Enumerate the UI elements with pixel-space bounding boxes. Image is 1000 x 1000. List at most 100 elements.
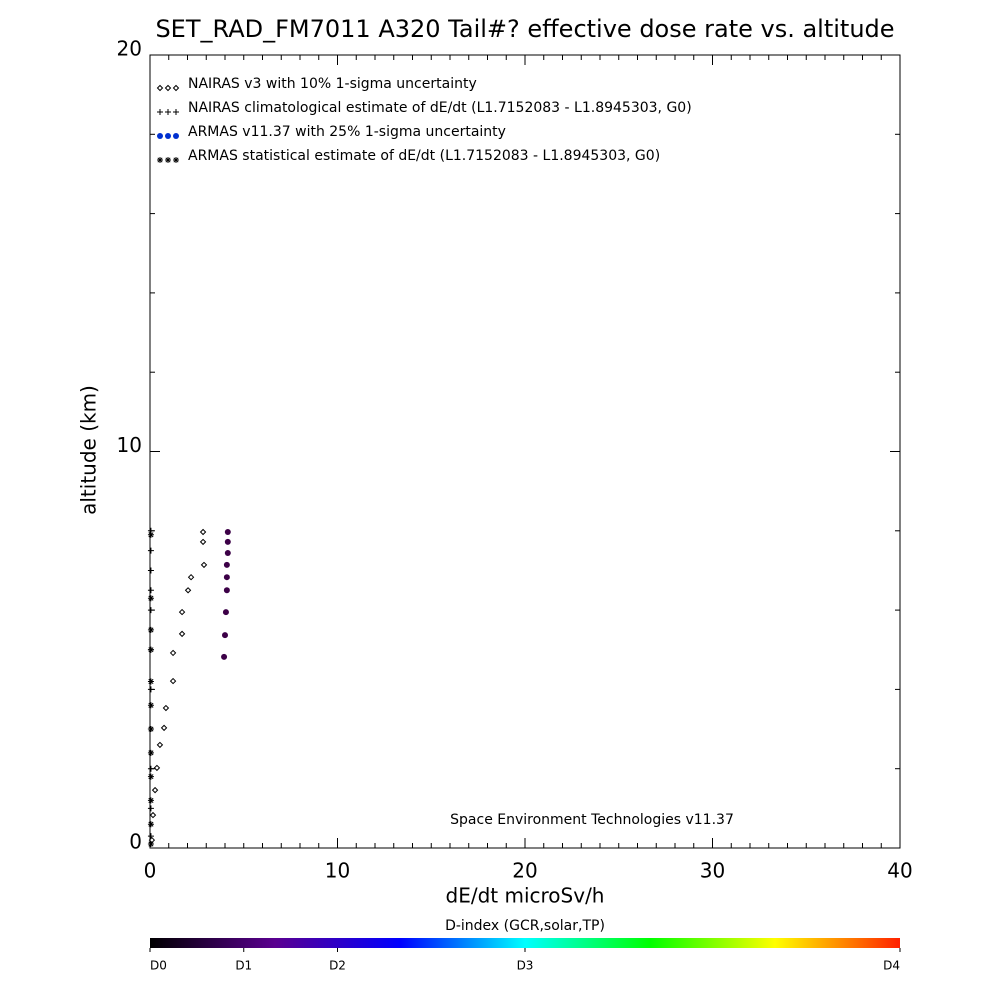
marker-shape — [156, 741, 164, 749]
marker-shape — [223, 587, 230, 594]
marker-shape — [162, 704, 170, 712]
data-point — [184, 587, 192, 594]
data-point — [147, 797, 154, 804]
marker-shape — [164, 84, 172, 92]
legend-marker — [157, 109, 163, 115]
data-point — [169, 649, 177, 657]
marker-shape — [223, 561, 230, 568]
marker-shape — [147, 773, 154, 780]
marker-shape — [173, 109, 179, 115]
marker-shape — [169, 677, 177, 685]
data-point — [147, 567, 154, 574]
marker-shape — [222, 609, 229, 616]
data-point — [147, 678, 154, 685]
marker-shape — [221, 653, 228, 660]
y-axis-label: altitude (km) — [77, 385, 101, 515]
x-axis-label: dE/dt microSv/h — [446, 884, 605, 908]
marker-shape — [147, 765, 154, 772]
data-point — [147, 773, 154, 780]
legend-label: ARMAS statistical estimate of dE/dt (L1.… — [188, 148, 660, 164]
legend-marker — [173, 109, 179, 115]
marker-shape — [173, 133, 179, 139]
data-point — [147, 587, 154, 594]
x-tick-label: 40 — [887, 859, 912, 883]
legend-label: ARMAS v11.37 with 25% 1-sigma uncertaint… — [188, 124, 506, 140]
plot-frame — [149, 54, 901, 849]
legend-marker — [173, 133, 179, 139]
marker-shape — [147, 821, 154, 828]
marker-shape — [157, 109, 163, 115]
legend-marker — [157, 133, 163, 139]
legend-marker — [165, 109, 171, 115]
marker-shape — [157, 133, 163, 139]
x-tick-label: 30 — [700, 859, 725, 883]
marker-shape — [172, 84, 180, 92]
marker-shape — [147, 678, 154, 685]
legend-marker — [156, 84, 164, 92]
legend-marker — [157, 157, 163, 163]
data-point — [147, 547, 154, 554]
colorbar-tick-label: D2 — [329, 959, 346, 973]
marker-shape — [224, 550, 231, 557]
marker-shape — [147, 531, 154, 538]
marker-shape — [165, 157, 171, 163]
data-point — [224, 528, 231, 535]
data-point — [149, 811, 157, 819]
marker-shape — [147, 595, 154, 602]
data-point — [178, 630, 186, 638]
data-point — [147, 726, 154, 733]
data-point — [169, 677, 177, 685]
data-point — [147, 765, 154, 772]
data-point — [223, 587, 230, 594]
y-tick-label: 10 — [117, 433, 142, 457]
marker-shape — [147, 749, 154, 756]
marker-shape — [222, 632, 228, 639]
legend-marker — [165, 157, 171, 163]
colorbar-tick-label: D1 — [235, 959, 252, 973]
marker-shape — [223, 574, 230, 581]
data-point — [223, 574, 230, 581]
marker-shape — [184, 587, 192, 594]
chart-title: SET_RAD_FM7011 A320 Tail#? effective dos… — [155, 15, 894, 43]
data-point — [160, 724, 168, 732]
y-tick-label: 20 — [117, 37, 142, 61]
marker-shape — [147, 587, 154, 594]
x-tick-label: 20 — [512, 859, 537, 883]
data-point — [178, 608, 186, 616]
marker-shape — [187, 573, 195, 581]
data-point — [151, 786, 159, 794]
marker-shape — [200, 561, 208, 569]
data-point — [147, 686, 154, 693]
marker-shape — [147, 726, 154, 733]
data-point — [147, 626, 154, 633]
data-point — [147, 821, 154, 828]
data-point — [199, 538, 207, 546]
x-tick-label: 10 — [325, 859, 350, 883]
marker-shape — [199, 538, 207, 546]
data-point — [222, 632, 228, 639]
marker-shape — [147, 797, 154, 804]
annotation: Space Environment Technologies v11.37 — [450, 812, 734, 828]
data-point — [147, 595, 154, 602]
legend-marker — [172, 84, 180, 92]
data-point — [156, 741, 164, 749]
data-point — [147, 841, 154, 848]
legend-label: NAIRAS climatological estimate of dE/dt … — [188, 100, 692, 116]
marker-shape — [178, 608, 186, 616]
marker-shape — [147, 841, 154, 848]
data-point — [153, 764, 161, 772]
data-point — [222, 609, 229, 616]
y-tick-label: 0 — [129, 830, 142, 854]
marker-shape — [165, 133, 171, 139]
colorbar-tick-label: D0 — [150, 959, 167, 973]
data-point — [187, 573, 195, 581]
data-point — [162, 704, 170, 712]
colorbar-tick-label: D3 — [517, 959, 534, 973]
legend-marker — [173, 157, 179, 163]
marker-shape — [147, 686, 154, 693]
colorbar-tick-label: D4 — [883, 959, 900, 973]
marker-shape — [147, 646, 154, 653]
marker-shape — [178, 630, 186, 638]
data-point — [223, 561, 230, 568]
